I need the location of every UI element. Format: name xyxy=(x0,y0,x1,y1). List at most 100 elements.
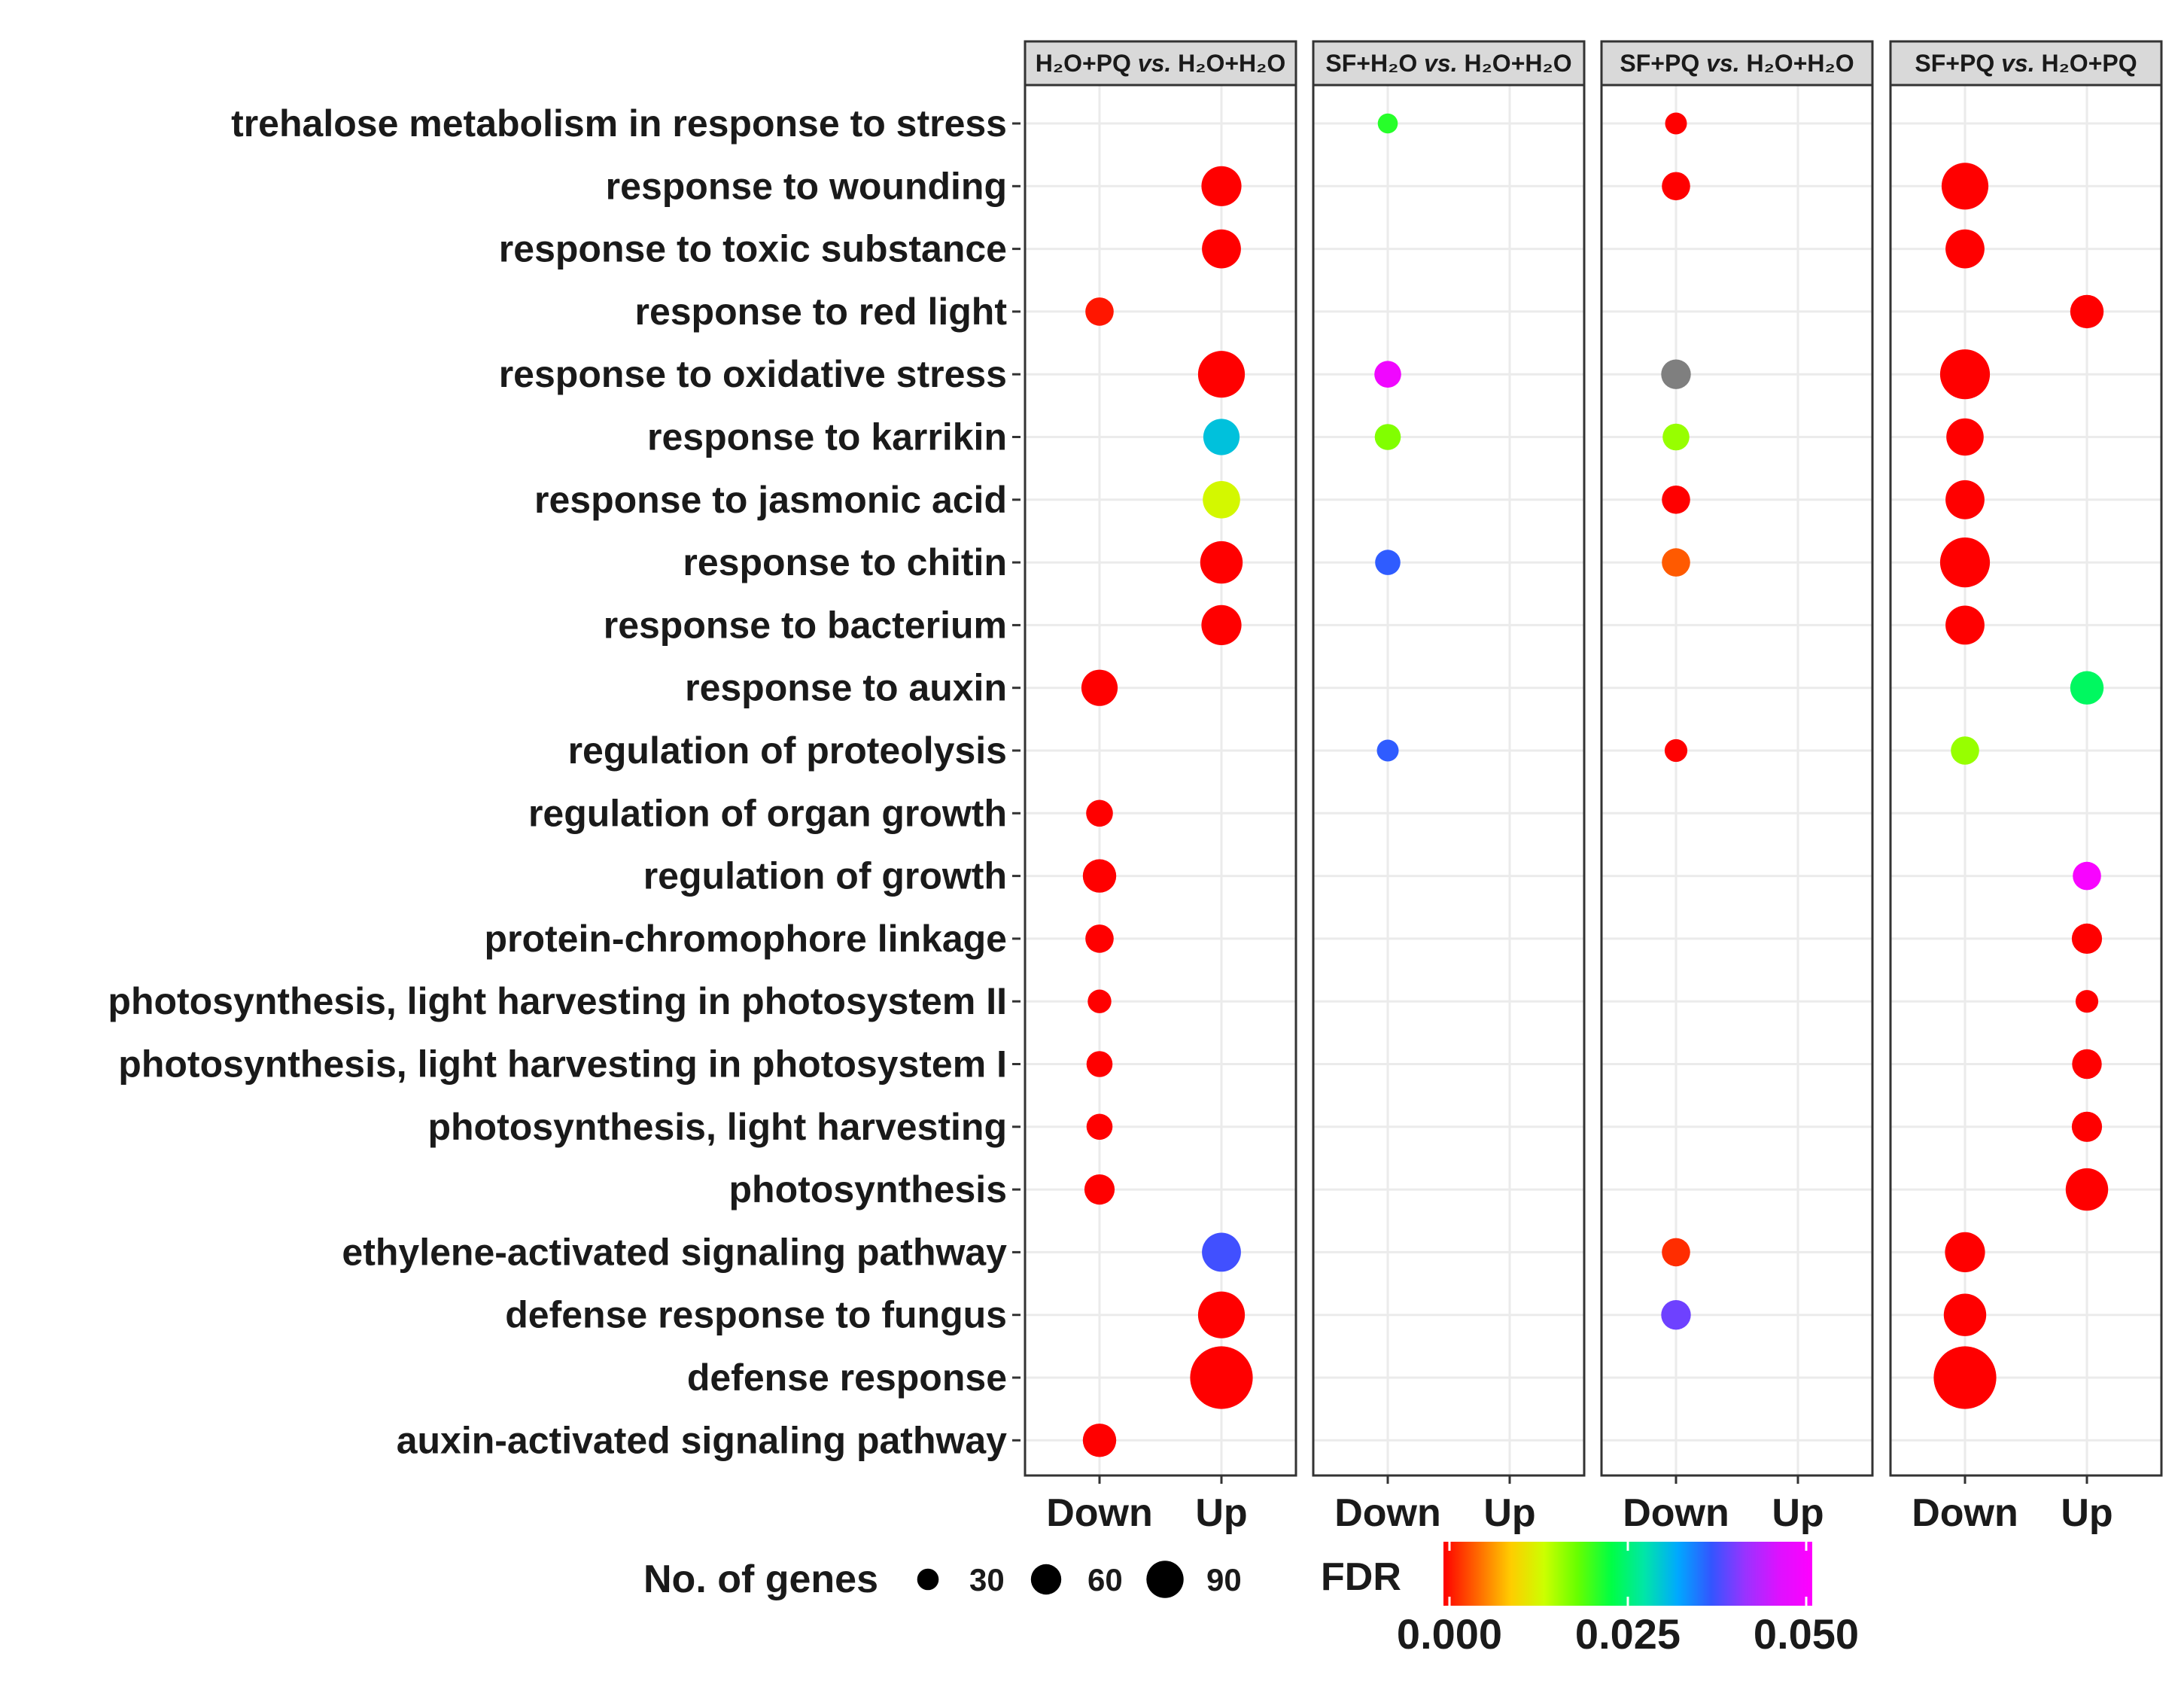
data-point-response-to-wounding-down xyxy=(1941,163,1989,210)
facet-panel-1: H₂O+PQ vs. H₂O+H₂O Down Up xyxy=(1024,40,1297,1535)
x-tick-label-down: Down xyxy=(1623,1491,1729,1535)
data-point-defense-response-to-fungus-down xyxy=(1661,1300,1691,1330)
x-tick-label-down: Down xyxy=(1334,1491,1441,1535)
facet-panel-2: SF+H₂O vs. H₂O+H₂O Down Up xyxy=(1312,40,1586,1535)
data-point-response-to-toxic-substance-down xyxy=(1945,229,1985,269)
data-point-response-to-chitin-down xyxy=(1375,550,1401,575)
x-tick-label-up: Up xyxy=(1483,1491,1535,1535)
facet-title: SF+PQ vs. H₂O+PQ xyxy=(1915,50,2137,77)
row-label-trehalose-metabolism-in-response-to-stress: trehalose metabolism in response to stre… xyxy=(231,102,1007,145)
panel-background xyxy=(1601,85,1872,1475)
panel-border xyxy=(1600,84,1874,1477)
row-label-auxin-activated-signaling-pathway: auxin-activated signaling pathway xyxy=(397,1419,1007,1461)
data-point-protein-chromophore-linkage-down xyxy=(1085,924,1114,953)
row-label-photosynthesis-light-harvesting-in-photosystem-i: photosynthesis, light harvesting in phot… xyxy=(118,1043,1007,1086)
row-label-photosynthesis-light-harvesting: photosynthesis, light harvesting xyxy=(427,1106,1007,1148)
data-point-protein-chromophore-linkage-up xyxy=(2071,923,2103,954)
legend: No. of genes 30 60 90 FDR 0.000 0.025 0.050 xyxy=(643,1542,1859,1658)
data-point-photosynthesis-light-harvesting-down xyxy=(1086,1113,1113,1140)
size-legend-label-90: 90 xyxy=(1206,1562,1242,1597)
x-tick-label-up: Up xyxy=(2061,1491,2113,1535)
row-label-response-to-jasmonic-acid: response to jasmonic acid xyxy=(534,479,1007,521)
row-label-defense-response-to-fungus: defense response to fungus xyxy=(505,1294,1007,1336)
row-label-response-to-karrikin: response to karrikin xyxy=(647,416,1007,458)
data-point-regulation-of-proteolysis-down xyxy=(1376,739,1399,762)
data-point-photosynthesis-up xyxy=(2065,1168,2109,1211)
data-point-response-to-auxin-up xyxy=(2070,671,2104,705)
x-tick-label-down: Down xyxy=(1046,1491,1153,1535)
data-point-response-to-oxidative-stress-down xyxy=(1661,359,1691,389)
size-legend-items: 30 60 90 xyxy=(917,1561,1242,1598)
size-legend-title: No. of genes xyxy=(643,1558,878,1601)
data-point-trehalose-metabolism-in-response-to-stress-down xyxy=(1665,112,1687,135)
facet-strip xyxy=(1600,40,1874,87)
data-point-photosynthesis-light-harvesting-up xyxy=(2071,1111,2103,1142)
row-label-photosynthesis-light-harvesting-in-photosystem-ii: photosynthesis, light harvesting in phot… xyxy=(108,980,1007,1022)
row-label-defense-response: defense response xyxy=(687,1357,1007,1399)
data-point-response-to-chitin-down xyxy=(1662,548,1690,577)
data-point-response-to-karrikin-down xyxy=(1374,424,1401,450)
row-label-response-to-wounding: response to wounding xyxy=(606,165,1007,207)
facet-panel-4: SF+PQ vs. H₂O+PQ Down Up xyxy=(1889,40,2163,1535)
data-point-ethylene-activated-signaling-pathway-down xyxy=(1945,1232,1985,1272)
data-point-response-to-wounding-down xyxy=(1662,172,1690,201)
data-point-response-to-oxidative-stress-down xyxy=(1374,361,1401,388)
data-point-ethylene-activated-signaling-pathway-down xyxy=(1662,1238,1690,1267)
row-label-photosynthesis: photosynthesis xyxy=(729,1168,1007,1211)
data-point-defense-response-down xyxy=(1933,1346,1997,1409)
data-point-regulation-of-growth-down xyxy=(1082,859,1117,893)
colorbar-label-0-000: 0.000 xyxy=(1397,1610,1502,1658)
facet-title: SF+PQ vs. H₂O+H₂O xyxy=(1620,50,1854,77)
data-point-defense-response-to-fungus-up xyxy=(1197,1291,1246,1338)
x-tick-label-up: Up xyxy=(1772,1491,1824,1535)
data-point-response-to-red-light-down xyxy=(1085,297,1114,326)
row-label-response-to-red-light: response to red light xyxy=(634,291,1007,333)
data-point-response-to-wounding-up xyxy=(1201,166,1242,206)
row-label-ethylene-activated-signaling-pathway: ethylene-activated signaling pathway xyxy=(342,1231,1007,1273)
size-legend-label-60: 60 xyxy=(1087,1562,1123,1597)
data-point-ethylene-activated-signaling-pathway-up xyxy=(1202,1232,1241,1272)
row-label-response-to-oxidative-stress: response to oxidative stress xyxy=(499,353,1007,395)
row-label-response-to-bacterium: response to bacterium xyxy=(604,604,1007,646)
data-point-response-to-bacterium-down xyxy=(1945,605,1985,645)
data-point-response-to-jasmonic-acid-down xyxy=(1945,480,1985,519)
data-point-photosynthesis-light-harvesting-in-photosystem-i-down xyxy=(1086,1051,1113,1077)
row-label-response-to-auxin: response to auxin xyxy=(685,667,1007,709)
row-labels: trehalose metabolism in response to stre… xyxy=(108,102,1021,1461)
data-point-response-to-chitin-up xyxy=(1200,541,1243,584)
size-legend-dot-30 xyxy=(917,1568,939,1591)
data-point-auxin-activated-signaling-pathway-down xyxy=(1082,1424,1117,1457)
panel-background xyxy=(1890,85,2161,1475)
row-label-regulation-of-growth: regulation of growth xyxy=(643,855,1007,897)
data-point-response-to-oxidative-stress-up xyxy=(1197,351,1246,398)
facet-strip xyxy=(1312,40,1586,87)
data-point-regulation-of-organ-growth-down xyxy=(1086,799,1113,827)
data-point-response-to-karrikin-up xyxy=(1203,419,1240,455)
panel-border xyxy=(1024,84,1297,1477)
data-point-regulation-of-proteolysis-down xyxy=(1951,736,1979,765)
data-point-trehalose-metabolism-in-response-to-stress-down xyxy=(1377,113,1398,134)
fdr-colorbar-ticks: 0.000 0.025 0.050 xyxy=(1397,1542,1859,1658)
row-label-regulation-of-organ-growth: regulation of organ growth xyxy=(528,792,1007,834)
panel-background xyxy=(1025,85,1296,1475)
data-point-photosynthesis-down xyxy=(1084,1174,1115,1205)
data-point-response-to-toxic-substance-up xyxy=(1202,229,1241,269)
row-label-protein-chromophore-linkage: protein-chromophore linkage xyxy=(484,918,1007,960)
data-point-response-to-red-light-up xyxy=(2070,294,2104,329)
data-point-response-to-auxin-down xyxy=(1081,669,1118,706)
data-point-photosynthesis-light-harvesting-in-photosystem-i-up xyxy=(2072,1049,2102,1080)
data-point-defense-response-up xyxy=(1190,1346,1253,1409)
panel-border xyxy=(1312,84,1586,1477)
data-point-photosynthesis-light-harvesting-in-photosystem-ii-up xyxy=(2075,990,2099,1013)
x-tick-label-up: Up xyxy=(1195,1491,1247,1535)
data-point-response-to-oxidative-stress-down xyxy=(1939,349,1991,400)
colorbar-label-0-025: 0.025 xyxy=(1575,1610,1681,1658)
facet-title: H₂O+PQ vs. H₂O+H₂O xyxy=(1036,50,1286,77)
fdr-colorbar xyxy=(1443,1542,1812,1606)
panel-border xyxy=(1889,84,2163,1477)
data-point-regulation-of-proteolysis-down xyxy=(1664,738,1688,763)
facet-title: SF+H₂O vs. H₂O+H₂O xyxy=(1325,50,1571,77)
row-label-regulation-of-proteolysis: regulation of proteolysis xyxy=(568,729,1007,772)
size-legend-dot-60 xyxy=(1030,1564,1062,1595)
